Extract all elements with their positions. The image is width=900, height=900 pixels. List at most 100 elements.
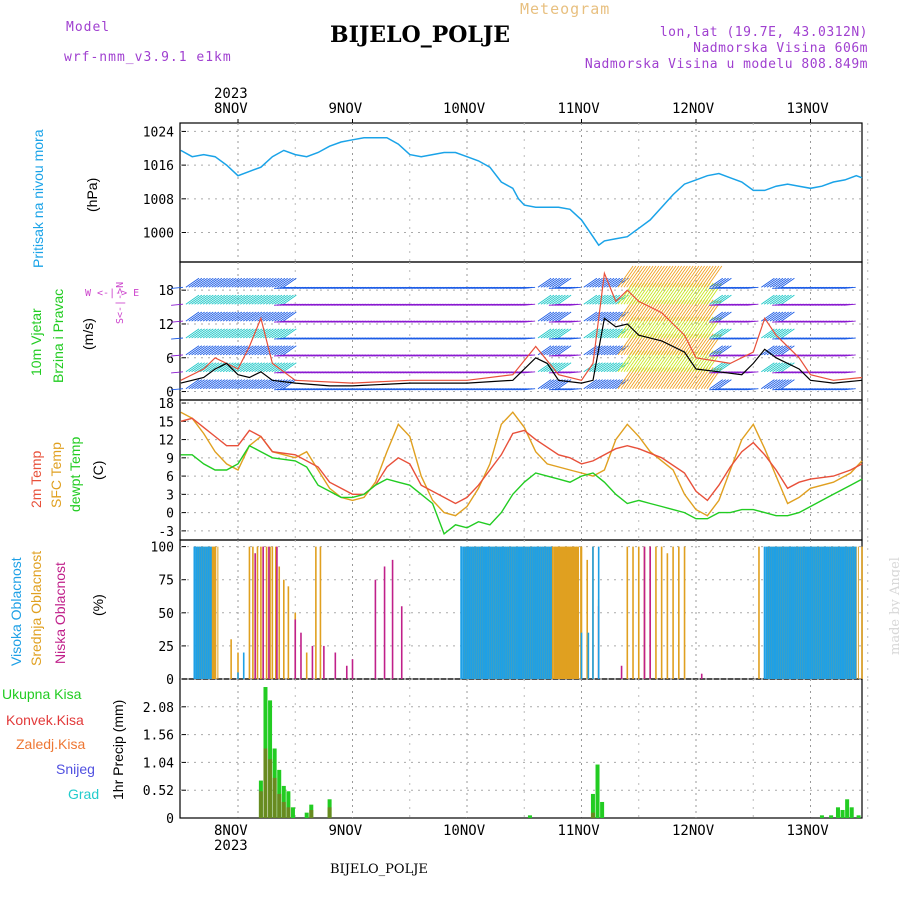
- wind-barb: [706, 265, 723, 288]
- wind-barb: [554, 362, 569, 373]
- precip-conv-bar: [258, 791, 263, 818]
- wind-barb: [769, 345, 784, 356]
- footer-station: BIJELO_POLJE: [330, 862, 428, 877]
- precip-total-bar: [527, 815, 532, 818]
- wind-barb: [606, 379, 621, 390]
- wind-barb: [188, 294, 203, 305]
- wind-barb: [197, 328, 211, 339]
- wind-barb: [637, 265, 654, 288]
- wind-barb: [552, 345, 566, 356]
- wind-barb: [257, 328, 271, 339]
- bottom-day-label: 8NOV: [214, 823, 248, 839]
- wind-barb: [185, 277, 200, 288]
- wind-barb: [709, 379, 724, 390]
- wind-barb: [194, 311, 208, 322]
- wind-barb: [557, 328, 572, 339]
- wind-barb: [554, 328, 569, 339]
- ytick-label-wind: 6: [166, 352, 174, 367]
- wind-barb: [240, 277, 254, 288]
- sfc-temp-line: [180, 411, 863, 517]
- wind-barb: [197, 294, 211, 305]
- wind-barb: [277, 277, 291, 288]
- wind-barb: [208, 311, 223, 322]
- wind-barb: [185, 328, 200, 339]
- wind-barb: [231, 294, 246, 305]
- wind-barb: [280, 294, 294, 305]
- wind-barb: [781, 277, 795, 288]
- wind-barb: [208, 379, 223, 390]
- ytick-label-temperature: 9: [166, 452, 174, 467]
- wind-barb: [709, 345, 724, 356]
- precip-conv-bar: [309, 809, 314, 818]
- wind-barb: [715, 379, 729, 390]
- wind-barb: [268, 294, 283, 305]
- wind-barb: [775, 345, 789, 356]
- wind-barb: [268, 362, 283, 373]
- wind-barb: [271, 328, 286, 339]
- elevation: Nadmorska Visina 606m: [693, 41, 868, 56]
- wind-barb: [274, 311, 288, 322]
- wind-barb: [583, 379, 598, 390]
- wind-barb: [715, 294, 729, 305]
- wind-barb: [225, 311, 240, 322]
- wind-barb: [171, 371, 184, 374]
- wind-barb: [277, 294, 291, 305]
- wind-barb: [643, 265, 660, 288]
- wind-barb: [282, 277, 297, 288]
- wind-barb: [843, 303, 856, 306]
- wind-barb: [540, 362, 555, 373]
- wind-barb: [185, 379, 200, 390]
- precip-total-bar: [840, 809, 845, 818]
- wind-barb: [254, 345, 268, 356]
- temp2m-line: [180, 417, 863, 505]
- wind-barb: [234, 311, 248, 322]
- wind-barb: [778, 294, 792, 305]
- wind-barb: [202, 277, 217, 288]
- wind-barb: [597, 379, 612, 390]
- wind-barb: [194, 362, 208, 373]
- wind-barb: [769, 277, 784, 288]
- wind-barb: [268, 345, 283, 356]
- wind-barb: [606, 311, 621, 322]
- wind-barb: [282, 362, 297, 373]
- wind-barb: [606, 294, 621, 305]
- wind-barb: [606, 362, 621, 373]
- wind-barb: [228, 294, 243, 305]
- wind-barb: [171, 286, 184, 289]
- wind-barb: [718, 328, 732, 339]
- wind-barb: [537, 311, 552, 322]
- wind-barb: [280, 328, 294, 339]
- wind-barb: [652, 265, 668, 288]
- wind-barb: [609, 379, 623, 390]
- model-label: Model: [66, 20, 111, 35]
- wind-barb: [843, 354, 856, 357]
- wind-barb: [222, 379, 237, 390]
- wind-barb: [549, 345, 563, 356]
- bottom-day-label: 10NOV: [443, 823, 486, 839]
- wind-barb: [265, 277, 280, 288]
- wind-barb: [265, 294, 280, 305]
- precip-total-bar: [304, 812, 309, 818]
- wind-barb: [228, 345, 243, 356]
- wind-barb: [746, 286, 759, 289]
- wind-barb: [225, 294, 240, 305]
- wind-barb: [746, 303, 759, 306]
- wind-barb: [549, 311, 563, 322]
- precip-total-bar: [845, 799, 850, 818]
- wind-barb: [268, 277, 283, 288]
- wind-barb: [557, 345, 572, 356]
- wind-barb: [718, 379, 732, 390]
- wind-barb: [537, 294, 552, 305]
- wind-barb: [211, 379, 226, 390]
- wind-barb: [271, 345, 286, 356]
- wind-barb: [237, 277, 251, 288]
- wind-barb: [718, 294, 732, 305]
- wind-barb: [772, 311, 787, 322]
- wind-barb: [772, 294, 787, 305]
- wind-barb: [277, 362, 291, 373]
- wind-barb: [257, 311, 271, 322]
- wind-barb: [763, 345, 778, 356]
- wind-barb: [709, 328, 724, 339]
- wind-barb: [251, 294, 266, 305]
- wind-barb: [540, 294, 555, 305]
